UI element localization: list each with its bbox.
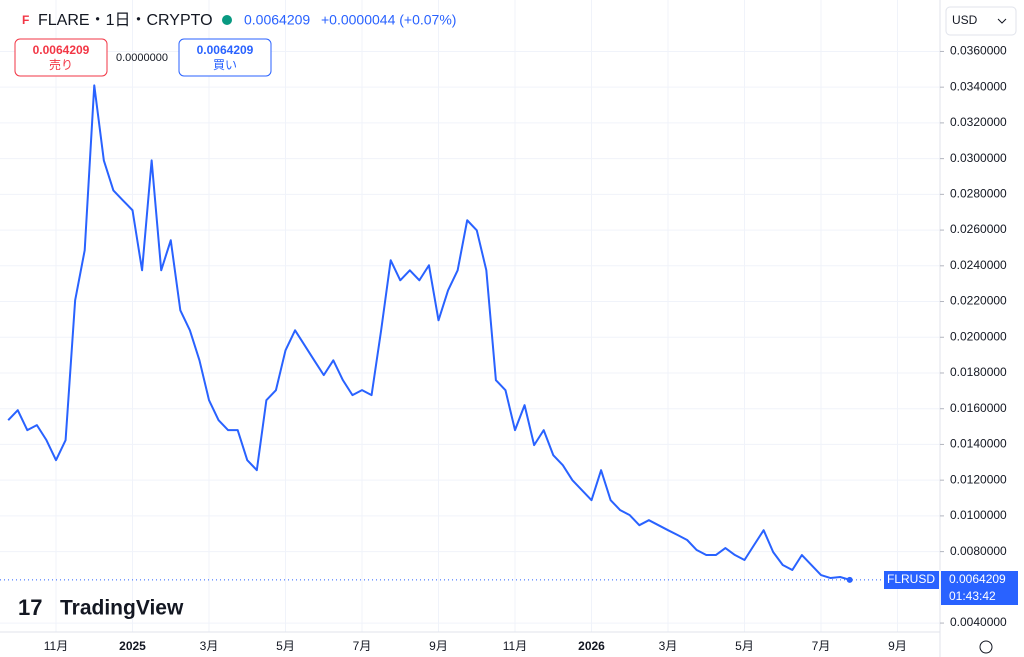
- y-tick-label: 0.0260000: [950, 222, 1007, 236]
- x-tick-label: 3月: [200, 639, 219, 653]
- x-tick-label: 2026: [578, 639, 605, 653]
- spread: 0.0000000: [116, 52, 168, 64]
- symbol[interactable]: FLARE・1日・CRYPTO: [38, 12, 213, 29]
- y-tick-label: 0.0040000: [950, 615, 1007, 629]
- header-change: +0.0000044 (+0.07%): [321, 12, 456, 28]
- y-tick-label: 0.0200000: [950, 329, 1007, 343]
- x-tick-label: 7月: [812, 639, 831, 653]
- y-tick-label: 0.0220000: [950, 294, 1007, 308]
- price-tag-countdown: 01:43:42: [949, 589, 996, 603]
- buy-label: 買い: [213, 58, 237, 72]
- sell-button[interactable]: [14, 38, 108, 77]
- y-tick-label: 0.0320000: [950, 115, 1007, 129]
- last-price-dot: [846, 576, 853, 583]
- plot: [0, 84, 940, 583]
- currency-caret: [997, 18, 1007, 24]
- y-tick-label: 0.0160000: [950, 401, 1007, 415]
- y-tick-label: 0.0080000: [950, 544, 1007, 558]
- sell-label: 売り: [49, 57, 73, 72]
- x-tick-label: 11月: [503, 639, 527, 653]
- price-tag-price: 0.0064209: [949, 572, 1006, 586]
- grid: [0, 0, 940, 632]
- y-tick-label: 0.0280000: [950, 187, 1007, 201]
- x-tick-label: 11月: [44, 639, 68, 653]
- x-tick-label: 7月: [353, 639, 372, 653]
- price-tag-symbol: FLRUSD: [887, 572, 935, 586]
- header-price: 0.0064209: [244, 12, 310, 28]
- y-tick-label: 0.0100000: [950, 508, 1007, 522]
- y-tick-label: 0.0120000: [950, 472, 1007, 486]
- currency: USD: [952, 13, 978, 27]
- y-tick-label: 0.0300000: [950, 151, 1007, 165]
- x-tick-label: 3月: [659, 639, 678, 653]
- y-tick-label: 0.0240000: [950, 258, 1007, 272]
- symbol-icon: F: [22, 13, 29, 27]
- price-tag-symbol-bg: [884, 571, 939, 589]
- x-tick-label: 5月: [735, 639, 754, 653]
- y-tick-label: 0.0140000: [950, 437, 1007, 451]
- x-tick-label: 9月: [888, 639, 907, 653]
- logo-mark: 17: [18, 595, 42, 620]
- currency-button[interactable]: [945, 6, 1017, 36]
- x-tick-label: 5月: [276, 639, 295, 653]
- price-tag-bg: [941, 571, 1018, 605]
- settings-icon[interactable]: [979, 640, 993, 654]
- sell-price: 0.0064209: [33, 43, 90, 57]
- x-tick-label: 9月: [429, 639, 448, 653]
- price-line: [7, 84, 850, 581]
- logo: TradingView: [60, 597, 184, 620]
- buy-price: 0.0064209: [197, 43, 254, 57]
- y-tick-label: 0.0180000: [950, 365, 1007, 379]
- buy-button[interactable]: [178, 38, 272, 77]
- y-tick-label: 0.0360000: [950, 44, 1007, 58]
- status-dot: [222, 15, 232, 25]
- x-tick-label: 2025: [119, 639, 146, 653]
- y-tick-label: 0.0340000: [950, 79, 1007, 93]
